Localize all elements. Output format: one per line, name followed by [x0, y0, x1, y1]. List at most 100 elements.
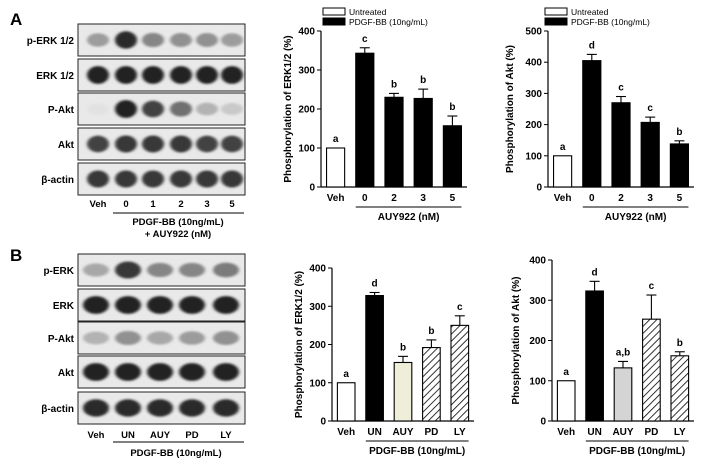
- bar: [669, 143, 690, 188]
- significance-letter: a: [343, 369, 349, 380]
- blot-row-label: ERK: [53, 301, 75, 312]
- blot-band: [221, 170, 243, 188]
- x-tick-label: LY: [674, 427, 686, 438]
- blot-band: [115, 296, 141, 314]
- y-tick-label: 100: [529, 376, 546, 387]
- blot-band: [213, 331, 239, 345]
- blot-band: [83, 399, 109, 417]
- blot-band: [115, 31, 137, 49]
- blot-band: [179, 296, 205, 314]
- chart-a-akt: 0 100 200 300 400 500 Phosphorylation of Akt (…: [505, 7, 694, 223]
- blot-band: [196, 102, 218, 116]
- panel-label-a: A: [10, 10, 22, 29]
- significance-letter: b: [676, 127, 682, 138]
- y-tick-label: 500: [525, 27, 542, 38]
- blot-band: [170, 170, 192, 188]
- x-tick-label: 2: [618, 193, 624, 204]
- blot-lane-label: AUY: [150, 430, 171, 441]
- y-tick-label: 300: [298, 66, 315, 77]
- y-tick-label: 200: [298, 105, 315, 116]
- blot-band: [179, 399, 205, 417]
- y-axis-label: Phosphorylation of Akt (%): [505, 45, 516, 173]
- blot-row-label: Akt: [58, 368, 75, 379]
- y-axis-label: Phosphorylation of Akt (%): [511, 277, 522, 405]
- blot-band: [142, 170, 164, 188]
- significance-letter: c: [647, 103, 653, 114]
- blot-band: [83, 263, 109, 277]
- blot-band: [83, 331, 109, 345]
- blot-band: [179, 363, 205, 381]
- blot-band: [115, 66, 137, 84]
- y-tick-label: 200: [529, 336, 546, 347]
- blot-lane-label: 5: [229, 199, 235, 210]
- bar: [552, 155, 573, 188]
- blot-band: [83, 363, 109, 381]
- x-tick-label: Veh: [557, 427, 575, 438]
- blot-lane-label: 0: [123, 199, 128, 210]
- blot-band: [142, 32, 164, 48]
- blot-band: [170, 66, 192, 84]
- significance-letter: b: [420, 75, 426, 86]
- blot-band: [221, 102, 243, 116]
- blot-band: [147, 262, 173, 278]
- bar: [613, 367, 633, 422]
- blot-band: [221, 66, 243, 84]
- blot-band: [221, 33, 243, 47]
- x-tick-label: AUY: [612, 427, 633, 438]
- blot-band: [87, 170, 109, 188]
- blot-band: [115, 135, 137, 153]
- y-tick-label: 400: [529, 256, 546, 267]
- bar: [355, 52, 375, 188]
- y-tick-label: 100: [525, 151, 542, 162]
- x-tick-label: AUY: [392, 427, 413, 438]
- blot-band: [170, 33, 192, 47]
- legend-swatch: [322, 7, 346, 16]
- bar: [582, 60, 602, 188]
- blot-band: [147, 399, 173, 417]
- blot-band: [115, 363, 141, 381]
- bar: [670, 355, 690, 422]
- blot-band: [87, 66, 109, 84]
- blot-lane-label: UN: [121, 430, 135, 441]
- legend-label: Untreated: [349, 7, 387, 17]
- blot-band: [115, 170, 137, 188]
- blot-band: [142, 66, 164, 84]
- chart-a-erk: 0 100 200 300 400 Phosphorylation of ERK1/2 (…: [283, 7, 467, 223]
- blot-row-label: p-ERK 1/2: [27, 36, 75, 47]
- group-label: PDGF-BB (10ng/mL): [589, 446, 685, 457]
- significance-letter: c: [649, 281, 655, 292]
- significance-letter: a: [560, 142, 566, 153]
- blot-row-label: p-ERK: [43, 266, 74, 277]
- legend-swatch: [544, 17, 568, 26]
- blot-band: [142, 135, 164, 153]
- group-label: AUY922 (nM): [378, 212, 440, 223]
- y-axis-label: Phosphorylation of ERK1/2 (%): [283, 35, 294, 182]
- significance-letter: d: [589, 40, 595, 51]
- x-tick-label: UN: [367, 427, 381, 438]
- bar: [442, 125, 463, 188]
- bar: [413, 97, 433, 188]
- legend-swatch: [544, 7, 568, 16]
- blot-row-label: ERK 1/2: [36, 71, 74, 82]
- legend-label: PDGF-BB (10ng/mL): [349, 17, 428, 27]
- significance-letter: d: [592, 267, 598, 278]
- x-tick-label: 3: [420, 193, 426, 204]
- x-tick-label: PD: [644, 427, 658, 438]
- blot-band: [115, 399, 141, 417]
- y-axis-label: Phosphorylation of ERK1/2 (%): [294, 271, 305, 418]
- significance-letter: a: [563, 367, 569, 378]
- y-tick-label: 300: [309, 302, 326, 313]
- blot-row-label: β-actin: [41, 404, 74, 415]
- x-tick-label: 0: [589, 193, 595, 204]
- blot-band: [213, 363, 239, 381]
- y-tick-label: 0: [320, 417, 326, 428]
- blot-band: [147, 363, 173, 381]
- blot-band: [213, 262, 239, 278]
- bar: [384, 96, 404, 188]
- significance-letter: c: [362, 34, 368, 45]
- x-tick-label: LY: [454, 427, 466, 438]
- y-tick-label: 400: [525, 58, 542, 69]
- blot-band: [213, 296, 239, 314]
- blot-caption: PDGF-BB (10ng/mL): [130, 448, 221, 459]
